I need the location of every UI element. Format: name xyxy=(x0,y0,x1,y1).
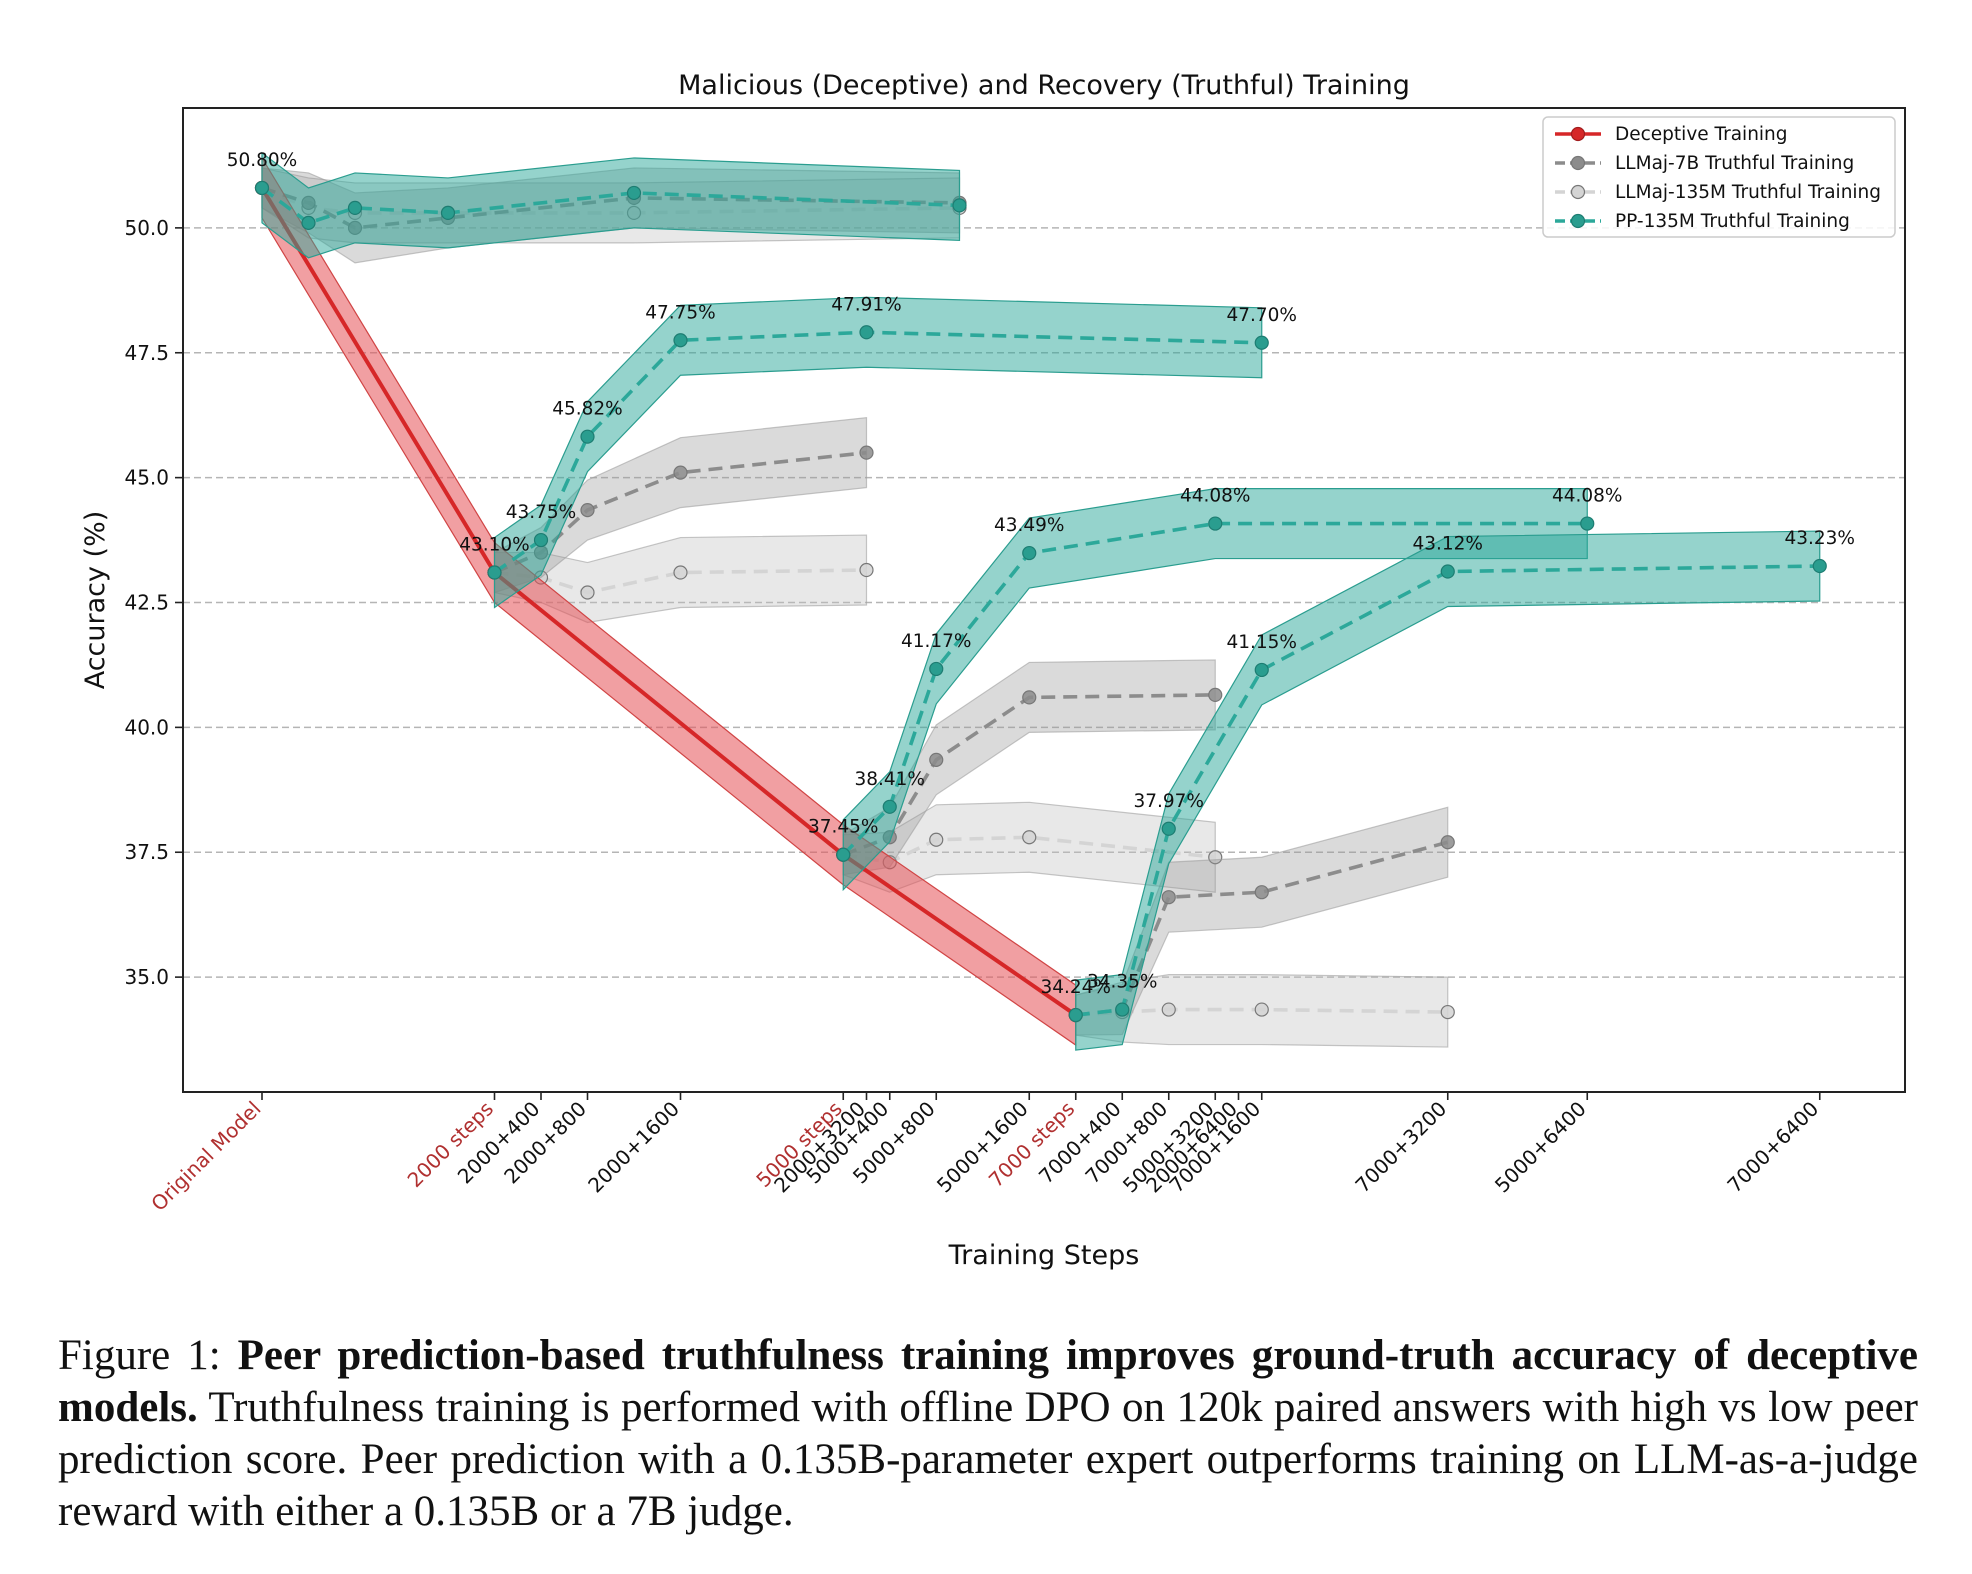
pp-135m-truthful-training-point xyxy=(859,325,874,340)
pp-135m-truthful-training-point xyxy=(1254,662,1269,678)
y-axis-label: Accuracy (%) xyxy=(80,511,111,690)
chart: 35.0 37.5 40.0 42.5 45.0 47.5 50.0 Original Mod… xyxy=(80,70,1906,1271)
data-label: 43.49% xyxy=(994,515,1065,536)
chart-title: Malicious (Deceptive) and Recovery (Trut… xyxy=(678,70,1410,101)
caption-text: Truthfulness training is performed with … xyxy=(58,1384,1918,1535)
llmaj-7b-truthful-training-point xyxy=(580,502,595,518)
llmaj-135m-truthful-training-point xyxy=(1254,1002,1269,1017)
y-tick-label: 37.5 xyxy=(124,840,169,864)
data-label: 45.82% xyxy=(552,399,623,420)
pp-135m-truthful-training-point xyxy=(254,180,270,196)
llmaj-135m-truthful-training-point xyxy=(1161,1002,1176,1017)
data-label: 43.75% xyxy=(506,502,577,523)
data-label: 37.97% xyxy=(1133,791,1204,812)
legend-label: LLMaj-7B Truthful Training xyxy=(1615,153,1854,174)
x-axis-label: Training Steps xyxy=(948,1240,1140,1271)
pp-135m-truthful-training-point xyxy=(440,205,456,220)
legend-marker xyxy=(1570,155,1586,171)
data-label: 41.15% xyxy=(1226,632,1297,653)
pp-135m-truthful-training-point xyxy=(836,847,851,862)
llmaj-7b-truthful-training-point xyxy=(1440,835,1455,850)
pp-135m-truthful-training-band xyxy=(1075,530,1821,1051)
legend-label: LLMaj-135M Truthful Training xyxy=(1615,182,1881,203)
data-label: 38.41% xyxy=(854,769,925,790)
data-label: 43.12% xyxy=(1412,534,1483,555)
llmaj-135m-truthful-training-point xyxy=(1440,1004,1455,1020)
data-label: 43.23% xyxy=(1784,528,1855,549)
pp-135m-truthful-training-point xyxy=(1208,516,1223,531)
pp-135m-truthful-training-point xyxy=(1068,1007,1083,1023)
llmaj-135m-truthful-training-point xyxy=(859,562,874,578)
pp-135m-truthful-training-point xyxy=(1580,516,1595,531)
pp-135m-truthful-training-point xyxy=(1161,821,1176,836)
caption-label: Figure 1: xyxy=(58,1332,221,1379)
y-tick-label: 47.5 xyxy=(124,341,169,365)
x-tick-label: 7000+6400 xyxy=(1722,1097,1823,1198)
pp-135m-truthful-training-line xyxy=(493,330,1262,575)
pp-135m-truthful-training-point xyxy=(1812,558,1827,574)
data-label: 43.10% xyxy=(459,535,530,556)
llmaj-135m-truthful-training-point xyxy=(580,585,595,600)
y-tick-label: 45.0 xyxy=(124,466,169,490)
data-label: 44.08% xyxy=(1180,486,1251,507)
data-label: 47.75% xyxy=(645,302,716,323)
legend-marker xyxy=(1570,213,1586,229)
x-tick-label: Original Model xyxy=(146,1097,265,1216)
data-label: 47.91% xyxy=(831,294,902,315)
pp-135m-truthful-training-line xyxy=(260,186,960,225)
plot-frame xyxy=(182,107,1906,1093)
legend-marker xyxy=(1570,126,1586,142)
pp-135m-truthful-training-point xyxy=(952,198,967,213)
llmaj-7b-truthful-training-point xyxy=(1022,690,1037,705)
pp-135m-truthful-training-band xyxy=(261,151,961,259)
pp-135m-truthful-training-point xyxy=(882,799,897,814)
data-label: 37.45% xyxy=(808,817,879,838)
caption-bold: Peer prediction-based truthfulness train… xyxy=(58,1332,1919,1431)
y-tick-label: 40.0 xyxy=(124,715,169,739)
y-tick-label: 50.0 xyxy=(124,216,169,240)
llmaj-7b-truthful-training-point xyxy=(859,445,874,460)
pp-135m-truthful-training-point xyxy=(347,200,363,215)
data-label: 34.35% xyxy=(1087,972,1158,993)
pp-135m-truthful-training-point xyxy=(301,215,316,230)
pp-135m-truthful-training-point xyxy=(1254,335,1269,350)
pp-135m-truthful-training-point xyxy=(1022,545,1037,561)
llmaj-135m-truthful-training-point xyxy=(929,832,944,847)
llmaj-7b-truthful-training-point xyxy=(1161,890,1176,905)
llmaj-7b-truthful-training-point xyxy=(1254,885,1269,900)
data-label: 41.17% xyxy=(901,631,972,652)
pp-135m-truthful-training-point xyxy=(487,565,502,580)
pp-135m-truthful-training-point xyxy=(1115,1002,1130,1017)
pp-135m-truthful-training-point xyxy=(626,185,642,201)
x-tick-label: 5000+6400 xyxy=(1490,1097,1591,1198)
data-label: 47.70% xyxy=(1226,305,1297,326)
llmaj-7b-truthful-training-point xyxy=(1208,687,1223,703)
data-label: 44.08% xyxy=(1552,486,1623,507)
pp-135m-truthful-training-band xyxy=(493,296,1263,609)
data-label: 34.24% xyxy=(1040,977,1111,998)
llmaj-135m-truthful-training-point xyxy=(673,565,688,580)
pp-135m-truthful-training-point xyxy=(673,333,688,348)
x-tick-label: 7000+3200 xyxy=(1350,1097,1451,1198)
pp-135m-truthful-training-point xyxy=(533,532,549,548)
y-tick-label: 35.0 xyxy=(124,965,169,989)
figure-caption: Figure 1: Peer prediction-based truthful… xyxy=(58,1330,1918,1538)
deceptive-training-line xyxy=(260,186,1077,1017)
llmaj-135m-truthful-training-point xyxy=(1022,830,1037,845)
llmaj-7b-truthful-training-point xyxy=(929,752,944,767)
data-label: 50.80% xyxy=(227,150,298,171)
pp-135m-truthful-training-line xyxy=(841,521,1588,856)
pp-135m-truthful-training-point xyxy=(580,429,595,444)
legend: Deceptive Training LLMaj-7B Truthful Trai… xyxy=(1542,116,1896,238)
legend-box xyxy=(1542,116,1896,238)
legend-label: PP-135M Truthful Training xyxy=(1615,211,1850,232)
legend-marker xyxy=(1570,184,1586,200)
y-tick-label: 42.5 xyxy=(124,590,169,614)
legend-label: Deceptive Training xyxy=(1615,124,1788,145)
pp-135m-truthful-training-line xyxy=(1075,564,1820,1017)
x-tick-label: 2000+1600 xyxy=(583,1097,684,1198)
pp-135m-truthful-training-point xyxy=(929,661,944,677)
pp-135m-truthful-training-point xyxy=(1440,564,1455,579)
llmaj-7b-truthful-training-point xyxy=(673,465,688,480)
